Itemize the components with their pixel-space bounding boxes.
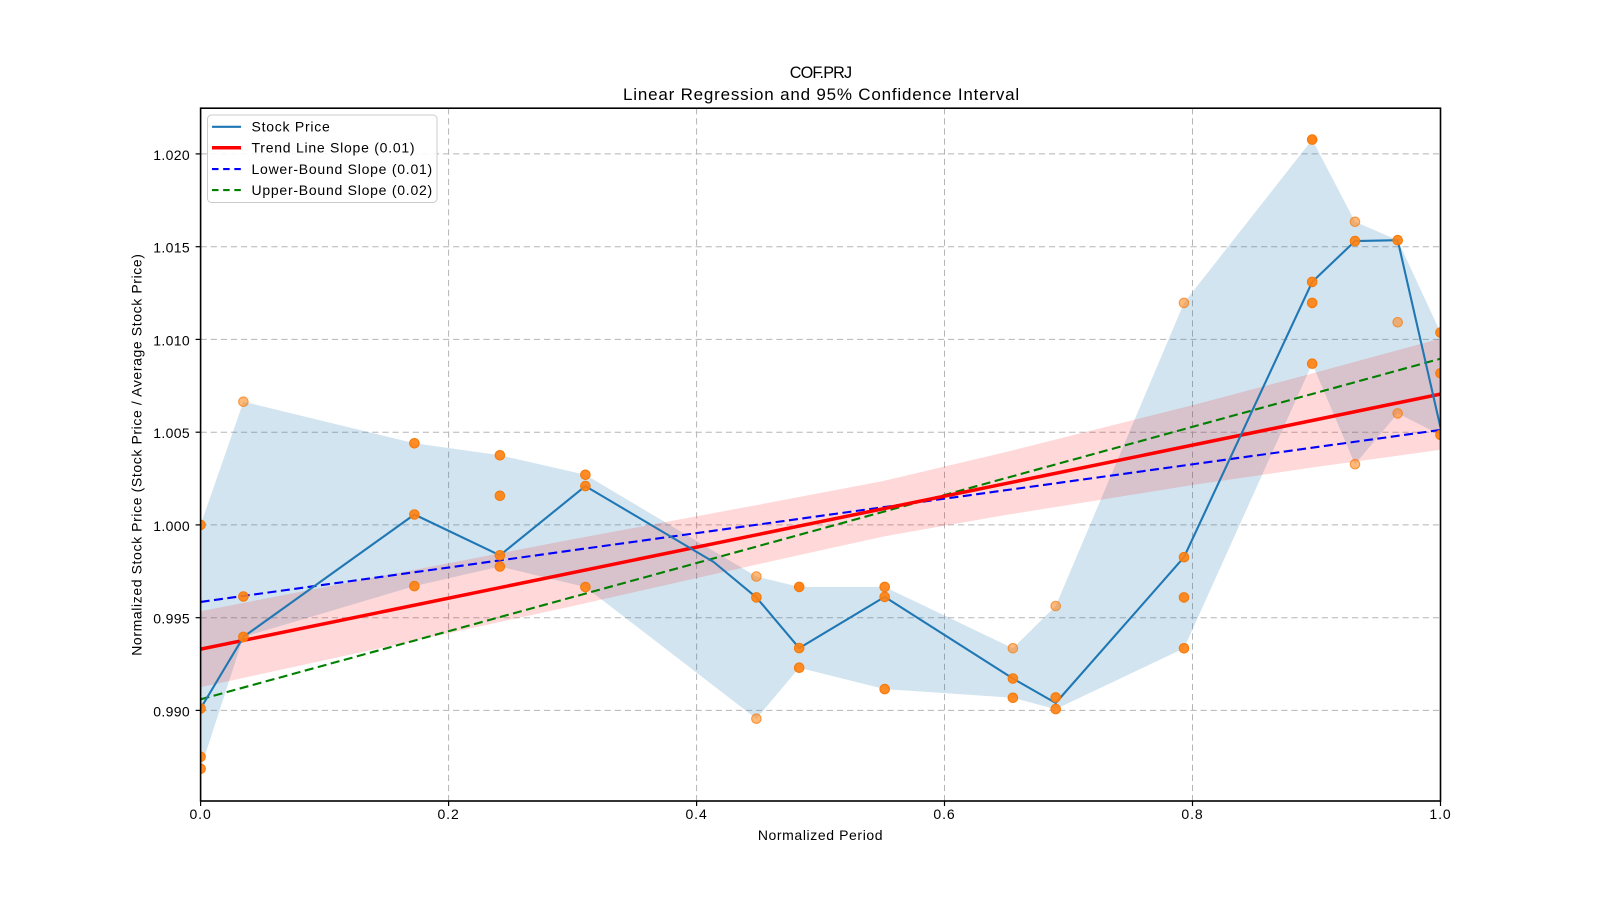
svg-text:0.2: 0.2 — [438, 806, 460, 822]
svg-text:Stock Price: Stock Price — [252, 119, 331, 135]
svg-text:Trend Line Slope (0.01): Trend Line Slope (0.01) — [252, 140, 416, 156]
svg-text:Upper-Bound Slope (0.02): Upper-Bound Slope (0.02) — [252, 182, 433, 198]
svg-text:1.020: 1.020 — [153, 147, 190, 163]
svg-text:1.0: 1.0 — [1429, 806, 1451, 822]
svg-text:Linear Regression and 95% Conf: Linear Regression and 95% Confidence Int… — [623, 85, 1020, 104]
svg-text:Normalized Period: Normalized Period — [758, 827, 883, 843]
svg-text:Normalized Stock Price (Stock: Normalized Stock Price (Stock Price / Av… — [129, 253, 145, 655]
svg-text:1.010: 1.010 — [153, 332, 190, 348]
svg-text:Lower-Bound Slope (0.01): Lower-Bound Slope (0.01) — [252, 161, 433, 177]
svg-text:1.015: 1.015 — [153, 240, 190, 256]
svg-text:COF.PRJ: COF.PRJ — [790, 64, 852, 82]
svg-text:0.995: 0.995 — [153, 611, 190, 627]
svg-text:0.6: 0.6 — [933, 806, 955, 822]
svg-text:0.8: 0.8 — [1181, 806, 1203, 822]
svg-text:1.000: 1.000 — [153, 518, 190, 534]
svg-text:0.4: 0.4 — [686, 806, 708, 822]
svg-text:0.990: 0.990 — [153, 703, 190, 719]
svg-text:0.0: 0.0 — [190, 806, 212, 822]
svg-text:1.005: 1.005 — [153, 425, 190, 441]
